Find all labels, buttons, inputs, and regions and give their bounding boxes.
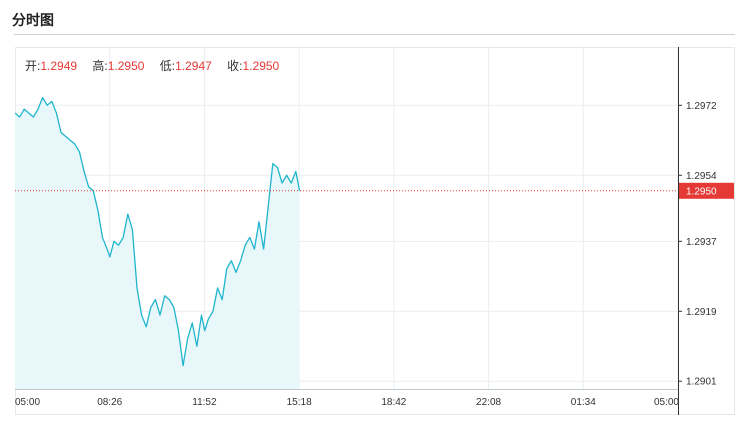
x-tick-label: 05:00 xyxy=(654,397,679,408)
y-tick-label: 1.2954 xyxy=(686,171,717,182)
current-price-tag xyxy=(679,182,734,199)
high-label: 高: xyxy=(92,59,108,73)
current-price-label: 1.2950 xyxy=(686,186,717,197)
x-tick-label: 01:34 xyxy=(571,397,596,408)
series-area xyxy=(15,97,300,389)
x-tick-label: 15:18 xyxy=(287,397,312,408)
close-value: 1.2950 xyxy=(242,59,280,73)
close-label: 收: xyxy=(227,59,243,73)
open-value: 1.2949 xyxy=(40,59,78,73)
open-label: 开: xyxy=(25,59,41,73)
chart-canvas[interactable]: 1.2972 1.2954 1.2937 1.2919 1.2901 1.2950 05:0… xyxy=(15,47,735,415)
page-title: 分时图 xyxy=(12,12,54,28)
y-tick-label: 1.2937 xyxy=(686,237,717,248)
ohlc-readout: 开:1.2949 高:1.2950 低:1.2947 收:1.2950 xyxy=(25,57,291,74)
timeshare-chart[interactable]: 1.2972 1.2954 1.2937 1.2919 1.2901 1.2950 05:0… xyxy=(15,47,735,415)
y-tick-label: 1.2972 xyxy=(686,101,717,112)
x-tick-label: 08:26 xyxy=(97,397,122,408)
x-tick-label: 11:52 xyxy=(192,397,217,408)
low-label: 低: xyxy=(159,59,176,73)
low-value: 1.2947 xyxy=(175,59,212,73)
header-divider xyxy=(14,34,735,35)
y-tick-label: 1.2901 xyxy=(686,377,717,388)
series-line xyxy=(15,96,301,367)
x-tick-label: 18:42 xyxy=(381,397,406,408)
high-value: 1.2950 xyxy=(107,59,145,73)
x-tick-label: 05:00 xyxy=(15,397,40,408)
x-tick-label: 22:08 xyxy=(476,397,501,408)
y-tick-label: 1.2919 xyxy=(686,307,717,318)
